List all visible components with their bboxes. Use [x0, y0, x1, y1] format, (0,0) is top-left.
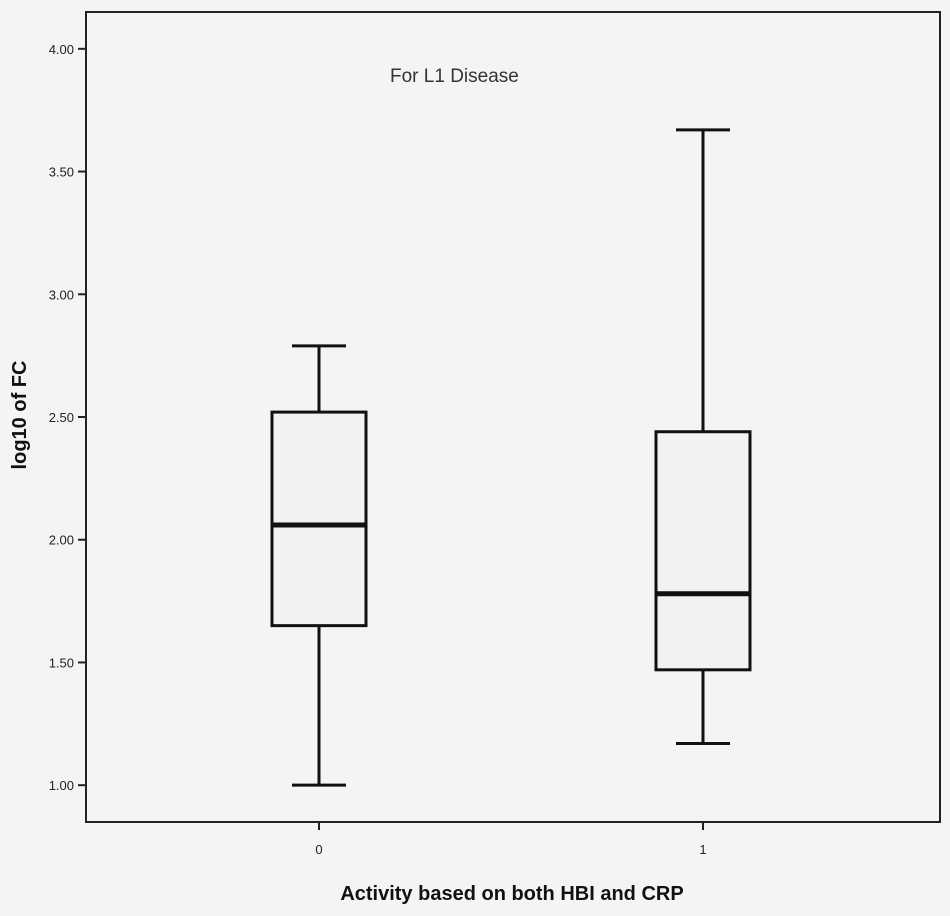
- y-tick-label: 3.00: [49, 287, 74, 302]
- y-tick-label: 2.50: [49, 410, 74, 425]
- y-tick-label: 2.00: [49, 533, 74, 548]
- plot-frame-layer: [85, 11, 941, 823]
- chart-annotation: For L1 Disease: [390, 66, 519, 87]
- y-tick-label: 3.50: [49, 165, 74, 180]
- y-tick-label: 4.00: [49, 42, 74, 57]
- axis-layer: 1.00 1.50 2.00 2.50 3.00 3.50 4.00 0 1: [49, 42, 707, 857]
- box-iqr: [654, 430, 752, 672]
- box-layer: [270, 128, 752, 787]
- plot-frame: [85, 11, 941, 823]
- y-tick-label: 1.50: [49, 655, 74, 670]
- y-tick-label: 1.00: [49, 778, 74, 793]
- x-tick-label: 1: [699, 842, 706, 857]
- y-axis-title: log10 of FC: [9, 361, 31, 470]
- x-tick-label: 0: [315, 842, 322, 857]
- x-axis-title: Activity based on both HBI and CRP: [340, 883, 683, 905]
- box-iqr: [270, 410, 368, 628]
